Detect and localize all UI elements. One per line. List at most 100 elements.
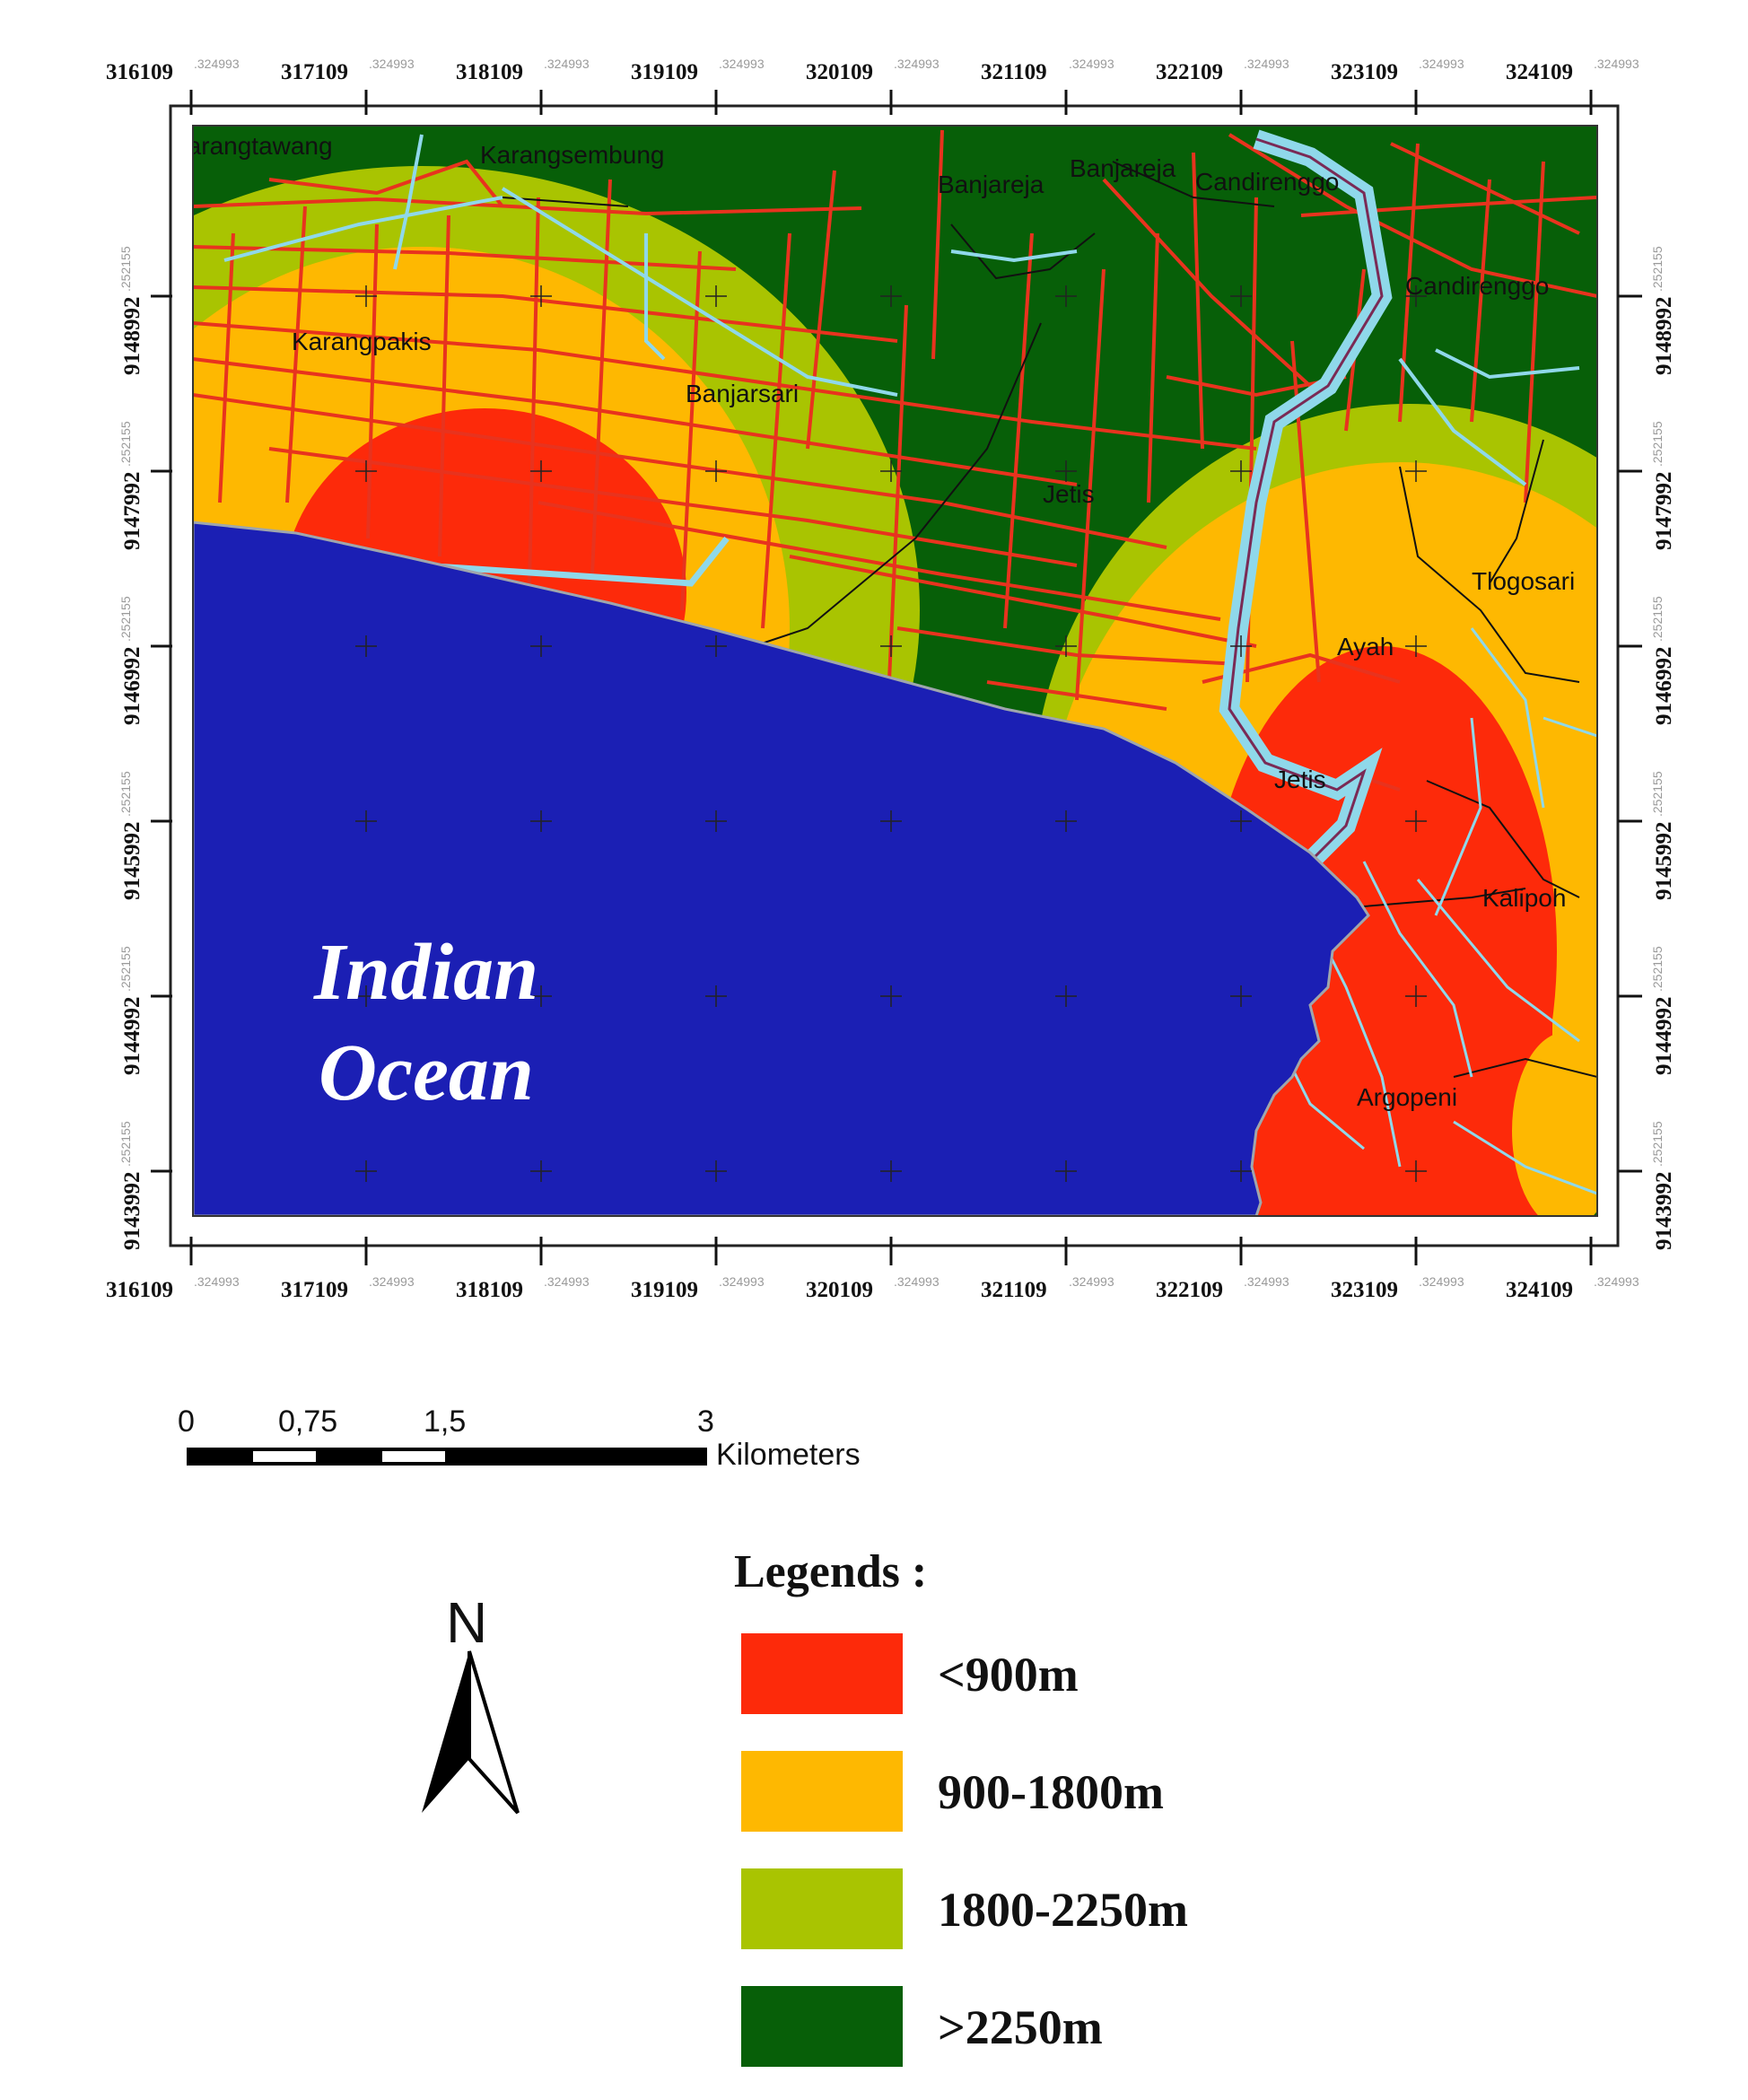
x-tick-suffix: .324993 bbox=[894, 57, 940, 71]
place-label: Banjareja bbox=[938, 171, 1044, 198]
grid-crosses bbox=[355, 285, 1427, 1182]
y-tick-label: 9146992 bbox=[1652, 647, 1676, 726]
y-tick-label: 9143992 bbox=[1652, 1172, 1676, 1251]
north-arrow-icon: N bbox=[422, 1590, 520, 1815]
x-tick-suffix: .324993 bbox=[1069, 1274, 1114, 1289]
x-tick-label: 318109 bbox=[456, 1278, 523, 1302]
zone-900-1800-southeast bbox=[1512, 1032, 1597, 1216]
legend-label: <900m bbox=[938, 1648, 1079, 1702]
y-tick-suffix: .252155 bbox=[1650, 596, 1665, 642]
y-tick-suffix: .252155 bbox=[1650, 246, 1665, 292]
ocean bbox=[193, 521, 1370, 1216]
x-tick-suffix: .324993 bbox=[194, 1274, 240, 1289]
y-tick-suffix: .252155 bbox=[118, 246, 133, 292]
legend-label: 900-1800m bbox=[938, 1765, 1164, 1819]
x-tick-label: 320109 bbox=[806, 1278, 873, 1302]
place-label: Karangsembung bbox=[480, 141, 664, 169]
x-tick-suffix: .324993 bbox=[719, 57, 765, 71]
x-tick-label: 320109 bbox=[806, 60, 873, 84]
x-tick-suffix: .324993 bbox=[1594, 1274, 1639, 1289]
place-label: Kalipoh bbox=[1482, 884, 1566, 912]
y-tick-label: 9148992 bbox=[1652, 297, 1676, 376]
legend: Legends : <900m 900-1800m 1800-2250m >2250m bbox=[734, 1546, 1188, 2067]
scale-unit: Kilometers bbox=[716, 1438, 861, 1472]
ocean-label-line1: Indian bbox=[313, 928, 538, 1017]
y-tick-label: 9143992 bbox=[120, 1172, 144, 1251]
x-coordinates-bottom: 316109 .324993 317109 .324993 318109 .324993 3… bbox=[106, 1237, 1639, 1302]
x-tick-label: 321109 bbox=[981, 60, 1047, 84]
x-tick-label: 317109 bbox=[281, 1278, 348, 1302]
scale-label: 1,5 bbox=[424, 1404, 466, 1439]
river-network bbox=[223, 129, 1597, 1195]
x-tick-label: 316109 bbox=[106, 60, 173, 84]
y-tick-label: 9144992 bbox=[1652, 997, 1676, 1076]
admin-boundaries bbox=[502, 161, 1597, 1078]
x-tick-suffix: .324993 bbox=[894, 1274, 940, 1289]
x-tick-label: 319109 bbox=[631, 1278, 698, 1302]
y-tick-label: 9145992 bbox=[1652, 822, 1676, 901]
place-label: Jetis bbox=[1274, 766, 1326, 793]
place-label: Argopeni bbox=[1357, 1083, 1457, 1111]
x-tick-suffix: .324993 bbox=[1069, 57, 1114, 71]
place-label: Karangpakis bbox=[292, 328, 432, 355]
y-coordinates-left: 9148992 .252155 9147992 .252155 9146992 .2521… bbox=[118, 246, 172, 1250]
x-tick-label: 322109 bbox=[1156, 1278, 1223, 1302]
y-tick-suffix: .252155 bbox=[1650, 771, 1665, 817]
legend-label: >2250m bbox=[938, 2000, 1103, 2054]
x-tick-label: 317109 bbox=[281, 60, 348, 84]
y-coordinates-right: 9148992 .252155 9147992 .252155 9146992 .2521… bbox=[1618, 246, 1676, 1250]
place-label: Banjarsari bbox=[686, 380, 799, 407]
legend-swatch bbox=[741, 1986, 903, 2067]
x-tick-label: 323109 bbox=[1331, 60, 1398, 84]
x-tick-label: 319109 bbox=[631, 60, 698, 84]
y-tick-label: 9148992 bbox=[120, 297, 144, 376]
y-tick-label: 9147992 bbox=[120, 472, 144, 551]
scale-label: 0 bbox=[178, 1404, 195, 1439]
x-tick-suffix: .324993 bbox=[1594, 57, 1639, 71]
y-tick-suffix: .252155 bbox=[118, 421, 133, 467]
place-label: Candirenggo bbox=[1405, 272, 1549, 300]
y-tick-label: 9146992 bbox=[120, 647, 144, 726]
y-tick-suffix: .252155 bbox=[118, 596, 133, 642]
legend-swatch bbox=[741, 1868, 903, 1949]
legend-swatch bbox=[741, 1751, 903, 1832]
x-tick-suffix: .324993 bbox=[369, 1274, 415, 1289]
place-label: Tlogosari bbox=[1472, 567, 1575, 595]
y-tick-suffix: .252155 bbox=[1650, 1121, 1665, 1167]
x-tick-suffix: .324993 bbox=[1244, 57, 1289, 71]
north-label: N bbox=[446, 1590, 487, 1655]
y-tick-suffix: .252155 bbox=[118, 771, 133, 817]
x-tick-suffix: .324993 bbox=[544, 57, 590, 71]
place-labels: Karangtawang Karangsembung Banjareja Ban… bbox=[170, 132, 1575, 1111]
x-tick-label: 321109 bbox=[981, 1278, 1047, 1302]
y-tick-suffix: .252155 bbox=[118, 1121, 133, 1167]
place-label: Karangtawang bbox=[170, 132, 333, 160]
x-tick-label: 324109 bbox=[1506, 60, 1573, 84]
scale-label: 0,75 bbox=[278, 1404, 337, 1439]
x-tick-label: 322109 bbox=[1156, 60, 1223, 84]
y-tick-suffix: .252155 bbox=[118, 946, 133, 992]
x-tick-suffix: .324993 bbox=[194, 57, 240, 71]
x-tick-label: 318109 bbox=[456, 60, 523, 84]
x-tick-suffix: .324993 bbox=[369, 57, 415, 71]
x-tick-label: 323109 bbox=[1331, 1278, 1398, 1302]
y-tick-label: 9145992 bbox=[120, 822, 144, 901]
x-tick-suffix: .324993 bbox=[719, 1274, 765, 1289]
ocean-label-line2: Ocean bbox=[319, 1028, 534, 1117]
y-tick-label: 9144992 bbox=[120, 997, 144, 1076]
scale-bar: 0 0,75 1,5 3 Kilometers bbox=[178, 1404, 861, 1472]
x-tick-suffix: .324993 bbox=[1244, 1274, 1289, 1289]
place-label: Jetis bbox=[1043, 480, 1095, 508]
x-tick-suffix: .324993 bbox=[1419, 57, 1464, 71]
x-tick-label: 316109 bbox=[106, 1278, 173, 1302]
place-label: Candirenggo bbox=[1195, 168, 1339, 196]
x-tick-suffix: .324993 bbox=[544, 1274, 590, 1289]
legend-label: 1800-2250m bbox=[938, 1883, 1188, 1937]
x-coordinates-top: 316109 .324993 317109 .324993 318109 .324993 3… bbox=[106, 57, 1639, 115]
map-frame bbox=[169, 104, 1620, 1247]
x-tick-suffix: .324993 bbox=[1419, 1274, 1464, 1289]
road-network bbox=[193, 129, 1597, 792]
place-label: Ayah bbox=[1337, 633, 1394, 661]
scale-label: 3 bbox=[697, 1404, 714, 1439]
